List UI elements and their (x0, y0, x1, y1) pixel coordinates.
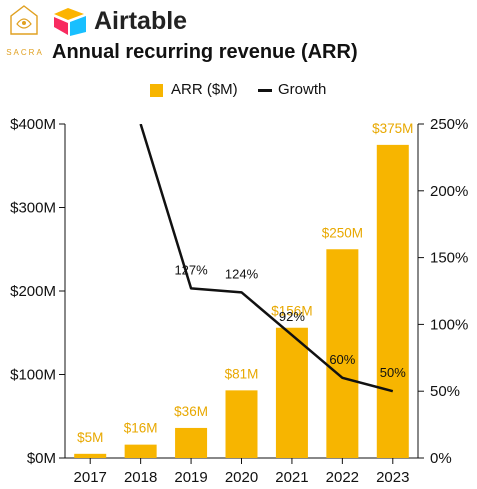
growth-value-label: 92% (279, 309, 305, 324)
bar-value-label: $16M (124, 421, 158, 436)
sacra-logo: SACRA (4, 4, 44, 60)
x-tick-label: 2019 (174, 469, 207, 486)
x-tick-label: 2018 (124, 469, 157, 486)
chart-title: Annual recurring revenue (ARR) (52, 41, 358, 63)
airtable-logo-icon (54, 8, 86, 36)
bar-value-label: $375M (372, 121, 413, 136)
y-left-tick-label: $400M (10, 116, 56, 133)
legend-swatch-line (258, 89, 272, 92)
legend-swatch-bar (150, 84, 163, 97)
x-tick-label: 2022 (326, 469, 359, 486)
brand-name: Airtable (94, 7, 188, 35)
bar (275, 327, 308, 458)
legend-label-arr: ARR ($M) (171, 81, 238, 98)
y-left-tick-label: $0M (27, 450, 56, 467)
bar-value-label: $81M (225, 366, 259, 381)
growth-line (139, 124, 394, 393)
bar-value-label: $250M (322, 225, 363, 240)
x-tick-label: 2017 (74, 469, 107, 486)
bar (326, 249, 359, 458)
x-tick-label: 2020 (225, 469, 258, 486)
bar (376, 144, 409, 458)
growth-value-label: 50% (380, 365, 406, 380)
y-right-tick-label: 150% (430, 250, 468, 267)
growth-value-label: 60% (329, 352, 355, 367)
bar (74, 453, 107, 458)
y-right-tick-label: 200% (430, 183, 468, 200)
y-right-tick-label: 50% (430, 383, 460, 400)
y-left-tick-label: $200M (10, 283, 56, 300)
y-right-tick-label: 0% (430, 450, 452, 467)
bar-value-label: $36M (174, 404, 208, 419)
y-right-tick-label: 250% (430, 116, 468, 133)
x-tick-label: 2021 (275, 469, 308, 486)
header: SACRA Airtable Annual recurring revenue … (0, 0, 477, 70)
y-right-tick-label: 100% (430, 316, 468, 333)
y-left-tick-label: $100M (10, 367, 56, 384)
sacra-logo-icon (10, 5, 38, 35)
growth-value-label: 127% (174, 262, 208, 277)
bar-value-label: $156M (271, 304, 312, 319)
y-left-tick-label: $300M (10, 200, 56, 217)
x-tick-label: 2023 (376, 469, 409, 486)
legend-label-growth: Growth (278, 81, 327, 98)
bar-value-label: $5M (77, 430, 103, 445)
growth-value-label: 124% (225, 266, 259, 281)
sacra-logo-text: SACRA (6, 48, 44, 57)
bar (175, 427, 208, 458)
bar (225, 390, 258, 458)
bar (124, 444, 157, 458)
